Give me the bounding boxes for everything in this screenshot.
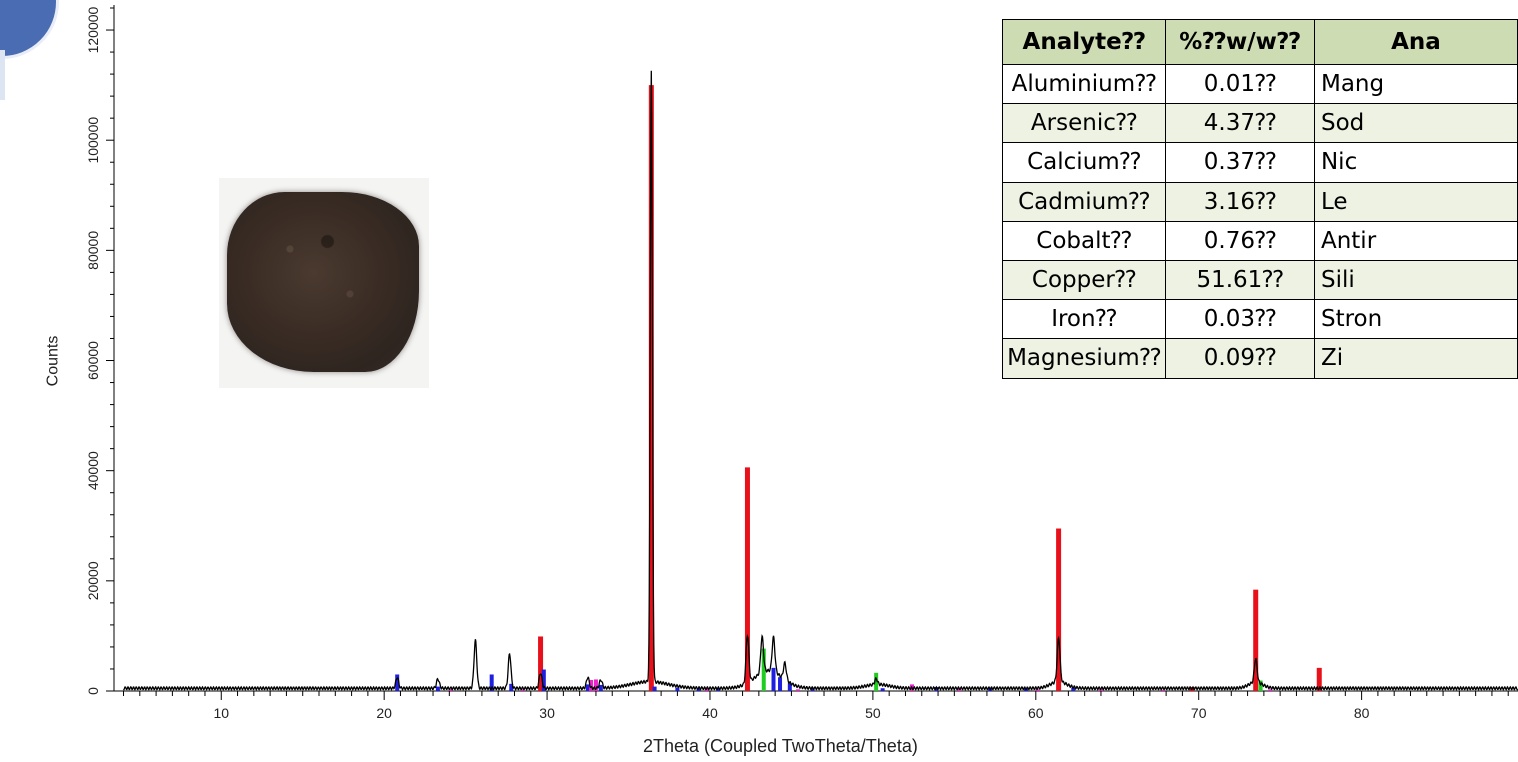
- x-tick-label: 60: [1028, 705, 1044, 721]
- reference-line-bar: [435, 686, 440, 691]
- reference-line-bar: [598, 684, 603, 691]
- powder-pile-image: [227, 192, 419, 372]
- x-tick-label: 30: [539, 705, 555, 721]
- reference-line-bar: [1160, 689, 1165, 691]
- table-cell: 0.03⁇: [1164, 299, 1315, 340]
- table-header-analyte: Analyte⁇: [1002, 19, 1166, 65]
- x-tick-label: 80: [1354, 705, 1370, 721]
- table-cell: 0.01⁇: [1164, 63, 1315, 105]
- reference-line-bar: [771, 667, 776, 691]
- table-cell: 3.16⁇: [1164, 181, 1315, 222]
- table-cell: Le: [1313, 181, 1518, 222]
- reference-line-bar: [880, 688, 885, 691]
- sample-photo: [219, 178, 429, 388]
- x-axis-label: 2Theta (Coupled TwoTheta/Theta): [643, 736, 918, 756]
- reference-line-bar: [538, 636, 544, 691]
- y-tick-label: 20000: [85, 561, 101, 600]
- reference-line-bar: [541, 669, 546, 691]
- table-cell: Cobalt⁇: [1002, 220, 1166, 261]
- x-tick-label: 10: [213, 705, 229, 721]
- table-cell: Cadmium⁇: [1002, 181, 1166, 222]
- table-cell: Antir: [1313, 220, 1518, 261]
- reference-line-bar: [593, 679, 598, 691]
- reference-line-bar: [489, 674, 494, 691]
- table-row: Calcium⁇ 0.37⁇ Nic: [1002, 142, 1518, 183]
- reference-line-bar: [874, 672, 879, 691]
- table-cell: Stron: [1313, 299, 1518, 340]
- reference-line-bar: [761, 648, 766, 691]
- table-header-ww: %⁇w/w⁇: [1164, 19, 1315, 65]
- reference-line-bar: [648, 85, 654, 691]
- reference-line-bar: [589, 679, 594, 691]
- y-tick-label: 120000: [85, 6, 101, 53]
- x-tick-label: 50: [865, 705, 881, 721]
- reference-line-bar: [1258, 680, 1263, 691]
- reference-line-bar: [395, 674, 400, 691]
- reference-line-bar: [1268, 689, 1273, 691]
- reference-line-bar: [716, 688, 721, 691]
- diffraction-pattern-line: [122, 70, 1518, 691]
- y-axis-label: Counts: [44, 335, 62, 387]
- reference-line-bar: [1056, 528, 1062, 691]
- y-tick-label: 80000: [85, 231, 101, 270]
- axes: [106, 5, 1518, 700]
- table-cell: Arsenic⁇: [1002, 103, 1166, 144]
- y-tick-label: 0: [85, 687, 101, 695]
- reference-line-bar: [520, 689, 525, 691]
- tick-labels: 10 20 30 40 50 60 70 80 0 20000 40000 60000 80000 100…: [85, 6, 1370, 721]
- reference-line-bar: [744, 467, 750, 691]
- table-row: Iron⁇ 0.03⁇ Stron: [1002, 299, 1518, 340]
- analyte-table: Analyte⁇ %⁇w/w⁇ Ana Aluminium⁇ 0.01⁇ Man…: [1002, 19, 1518, 379]
- table-row: Magnesium⁇ 0.09⁇ Zi: [1002, 338, 1518, 379]
- reference-line-bar: [448, 689, 453, 691]
- table-cell: 4.37⁇: [1164, 103, 1315, 144]
- corner-tab-decoration: [0, 50, 5, 100]
- y-tick-label: 60000: [85, 341, 101, 380]
- x-tick-label: 20: [376, 705, 392, 721]
- table-row: Cobalt⁇ 0.76⁇ Antir: [1002, 220, 1518, 261]
- y-tick-label: 100000: [85, 117, 101, 164]
- table-row: Arsenic⁇ 4.37⁇ Sod: [1002, 103, 1518, 144]
- reference-line-bar: [778, 677, 783, 691]
- table-cell: Sod: [1313, 103, 1518, 144]
- reference-line-bar: [585, 684, 590, 691]
- x-tick-label: 40: [702, 705, 718, 721]
- table-cell: Magnesium⁇: [1002, 338, 1166, 379]
- table-cell: Mang: [1313, 63, 1518, 105]
- reference-line-bar: [1253, 589, 1259, 691]
- reference-line-bar: [652, 686, 657, 691]
- table-row: Aluminium⁇ 0.01⁇ Mang: [1002, 63, 1518, 105]
- table-cell: 0.09⁇: [1164, 338, 1315, 379]
- table-header-analyte-2: Ana: [1313, 19, 1518, 65]
- reference-line-bar: [787, 683, 792, 691]
- reference-line-bar: [696, 688, 701, 691]
- table-cell: Calcium⁇: [1002, 142, 1166, 183]
- reference-line-bar: [810, 687, 815, 691]
- reference-line-bar: [795, 689, 800, 691]
- reference-line-bar: [934, 687, 939, 691]
- reference-line-bar: [1071, 687, 1076, 691]
- table-cell: 0.76⁇: [1164, 220, 1315, 261]
- reference-line-bar: [675, 687, 680, 691]
- reference-line-bar: [509, 683, 514, 691]
- table-row: Copper⁇ 51.61⁇ Sili: [1002, 259, 1518, 301]
- table-cell: Sili: [1313, 259, 1518, 301]
- table-cell: Zi: [1313, 338, 1518, 379]
- table-cell: Nic: [1313, 142, 1518, 183]
- table-cell: Iron⁇: [1002, 299, 1166, 340]
- table-row: Cadmium⁇ 3.16⁇ Le: [1002, 181, 1518, 222]
- y-tick-label: 40000: [85, 451, 101, 490]
- table-header-row: Analyte⁇ %⁇w/w⁇ Ana: [1002, 19, 1518, 65]
- x-tick-label: 70: [1191, 705, 1207, 721]
- table-cell: 0.37⁇: [1164, 142, 1315, 183]
- table-cell: Copper⁇: [1002, 259, 1166, 301]
- reference-line-bar: [1035, 689, 1040, 691]
- reference-line-bar: [1316, 667, 1322, 691]
- table-cell: 51.61⁇: [1164, 259, 1315, 301]
- table-cell: Aluminium⁇: [1002, 63, 1166, 105]
